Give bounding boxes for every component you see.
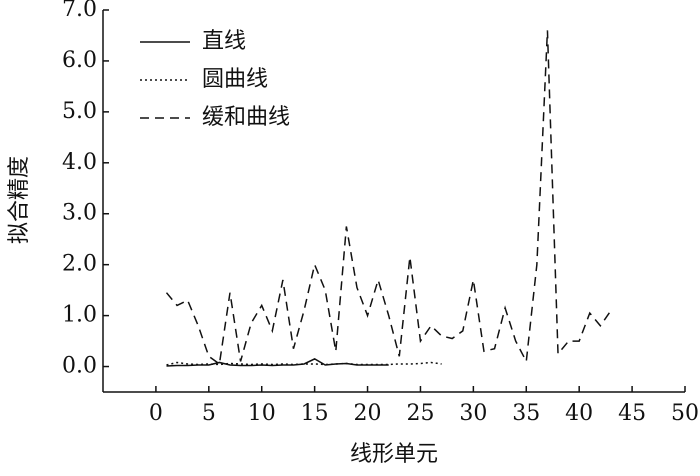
x-tick-label: 15 — [301, 401, 329, 426]
x-tick-label: 40 — [565, 401, 593, 426]
x-tick-label: 45 — [618, 401, 646, 426]
y-tick-label: 0.0 — [62, 354, 97, 379]
y-tick-label: 7.0 — [62, 0, 97, 22]
x-tick-label: 50 — [671, 401, 699, 426]
x-tick-label: 25 — [406, 401, 434, 426]
y-tick-label: 6.0 — [62, 48, 97, 73]
x-tick-label: 20 — [354, 401, 382, 426]
y-tick-label: 2.0 — [62, 252, 97, 277]
y-tick-label: 1.0 — [62, 303, 97, 328]
series-line — [166, 361, 442, 366]
legend-label: 圆曲线 — [202, 67, 268, 92]
y-axis-label: 拟合精度 — [7, 156, 32, 244]
legend-label: 缓和曲线 — [202, 105, 290, 130]
y-tick-label: 5.0 — [62, 99, 97, 124]
y-tick-label: 4.0 — [62, 150, 97, 175]
x-tick-label: 10 — [248, 401, 276, 426]
legend-label: 直线 — [202, 29, 246, 54]
x-tick-label: 30 — [459, 401, 487, 426]
x-tick-label: 0 — [149, 401, 163, 426]
x-tick-label: 35 — [512, 401, 540, 426]
x-tick-label: 5 — [202, 401, 216, 426]
x-axis-label: 线形单元 — [350, 442, 438, 467]
series-line — [165, 30, 612, 366]
y-tick-label: 3.0 — [62, 201, 97, 226]
